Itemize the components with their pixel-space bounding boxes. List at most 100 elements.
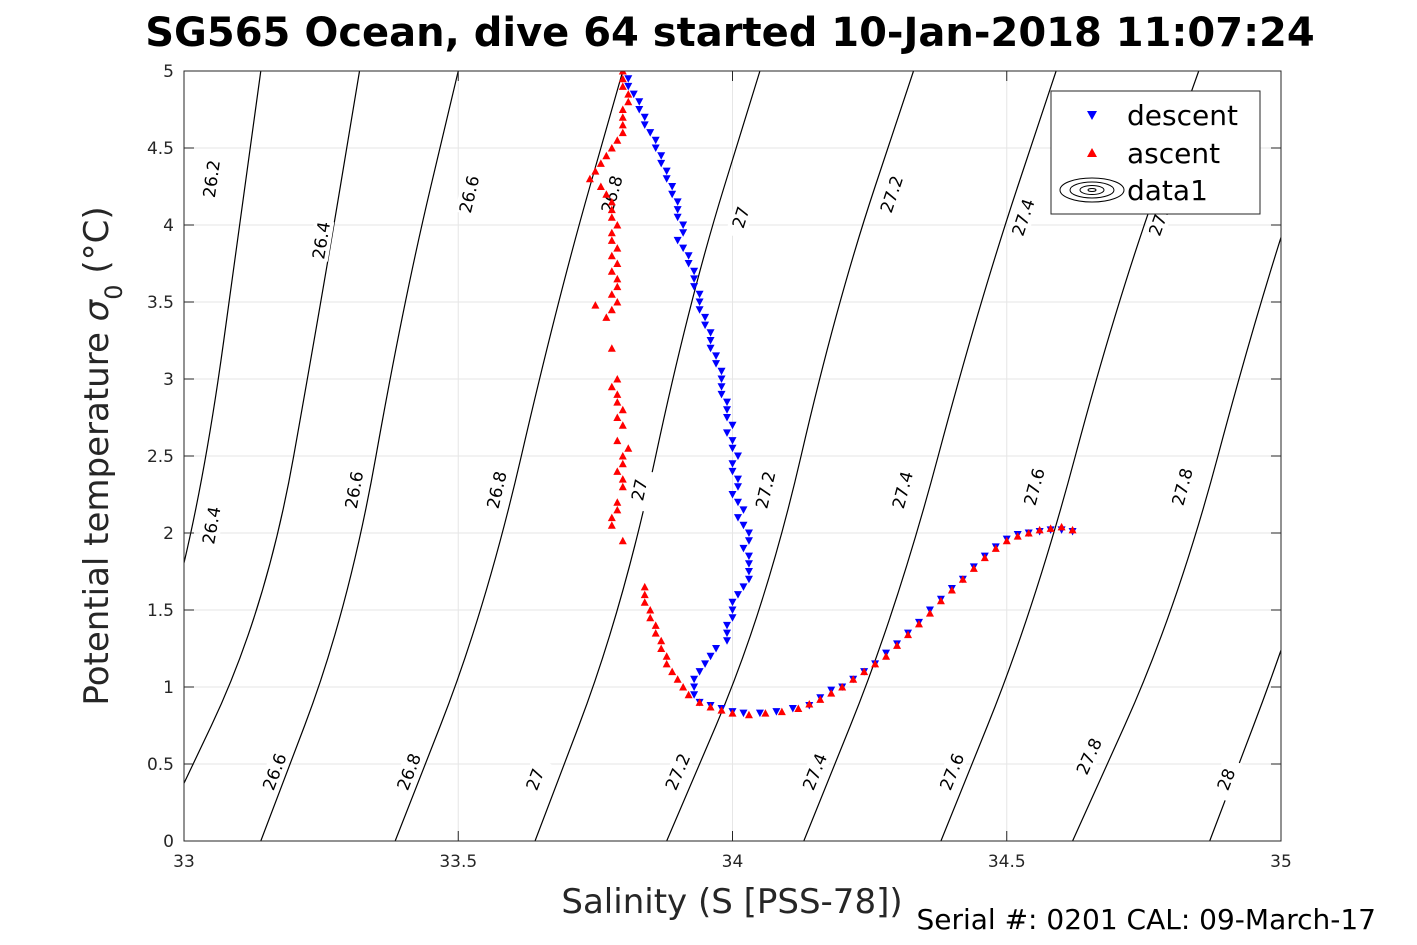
ascent-point: [585, 174, 594, 183]
descent-point: [690, 275, 699, 283]
y-tick-label: 4.5: [147, 139, 174, 159]
ascent-point: [744, 710, 753, 719]
contour-label-bg: [454, 172, 484, 216]
descent-point: [728, 444, 737, 453]
ascent-point: [618, 105, 627, 113]
contour-label-bg: [340, 468, 368, 512]
descent-point: [723, 629, 732, 638]
ascent-point: [607, 344, 616, 352]
serial-calibration-footer: Serial #: 0201 CAL: 09-March-17: [916, 903, 1376, 936]
ascent-point: [613, 413, 622, 421]
ascent-point: [607, 213, 616, 221]
y-tick-label: 0.5: [147, 755, 174, 775]
x-tick-label: 34: [722, 852, 744, 872]
ascent-point: [816, 695, 825, 703]
density-contour-line: [184, 71, 262, 566]
density-contour-line: [940, 71, 1200, 841]
descent-point: [755, 709, 764, 718]
x-tick-label: 33.5: [439, 852, 477, 872]
density-contour-label: 27: [725, 195, 757, 240]
series-ascent: [585, 71, 1077, 719]
descent-point: [635, 106, 644, 114]
y-tick-label: 1: [163, 678, 174, 698]
ascent-point: [651, 629, 660, 637]
ascent-point: [1035, 525, 1044, 534]
descent-point: [723, 621, 732, 630]
ascent-point: [607, 521, 616, 529]
y-axis-label-subscript: 0: [100, 284, 128, 299]
descent-point: [772, 708, 781, 716]
ascent-point: [618, 113, 627, 121]
descent-point: [690, 683, 699, 691]
ascent-point: [646, 613, 655, 622]
contour-label-bg: [392, 749, 426, 794]
descent-point: [706, 329, 715, 337]
ascent-point: [914, 619, 923, 628]
descent-point: [739, 709, 748, 718]
chart-title: SG565 Ocean, dive 64 started 10-Jan-2018…: [145, 10, 1314, 56]
descent-point: [701, 321, 710, 330]
descent-point: [744, 560, 753, 568]
descent-point: [728, 614, 737, 622]
descent-point: [706, 337, 715, 345]
ascent-point: [613, 259, 622, 267]
ascent-point: [657, 636, 666, 645]
descent-point: [733, 514, 742, 522]
descent-point: [712, 360, 721, 368]
x-tick-label: 33: [173, 852, 195, 872]
y-tick-label: 1.5: [147, 601, 174, 621]
contour-label-bg: [198, 157, 225, 200]
ascent-point: [596, 182, 605, 190]
ascent-point: [893, 641, 902, 649]
ascent-point: [613, 244, 622, 252]
ascent-point: [618, 82, 627, 90]
y-axis-label-sigma: σ: [77, 298, 117, 321]
ascent-point: [651, 621, 660, 629]
ascent-point: [607, 513, 616, 522]
ascent-point: [882, 652, 891, 660]
ascent-point: [657, 644, 666, 652]
legend-descent-marker: [1087, 111, 1097, 120]
descent-point: [635, 98, 644, 106]
legend-ascent-marker: [1087, 148, 1097, 157]
ascent-point: [838, 683, 847, 691]
legend-descent-label: descent: [1127, 99, 1238, 132]
descent-point: [662, 175, 671, 183]
y-tick-label: 3.5: [147, 293, 174, 313]
ascent-point: [684, 690, 693, 699]
ascent-point: [607, 228, 616, 237]
descent-point: [695, 306, 704, 314]
ascent-point: [646, 606, 655, 614]
descent-point: [640, 121, 649, 129]
ascent-point: [1002, 536, 1011, 545]
ascent-point: [618, 405, 627, 414]
descent-point: [728, 437, 737, 445]
legend: descent ascent data1: [1050, 90, 1261, 215]
y-axis-label: Potential temperature σ0 (°C): [77, 206, 128, 705]
ascent-point: [613, 221, 622, 229]
ascent-point: [591, 301, 600, 309]
ascent-point: [613, 136, 622, 144]
ascent-point: [602, 151, 611, 160]
ascent-point: [827, 689, 836, 697]
ascent-point: [1046, 524, 1055, 532]
contour-label-bg: [1209, 757, 1243, 802]
contour-label-bg: [596, 172, 627, 217]
descent-point: [744, 529, 753, 537]
descent-point: [728, 606, 737, 614]
legend-data1-label: data1: [1127, 174, 1208, 207]
descent-point: [651, 136, 660, 145]
descent-point: [668, 183, 677, 191]
descent-point: [712, 645, 721, 653]
contour-label-bg: [258, 749, 291, 794]
descent-point: [646, 129, 655, 137]
ascent-point: [607, 236, 616, 244]
descent-point: [673, 213, 682, 222]
ascent-point: [613, 398, 622, 406]
y-tick-label: 2.5: [147, 447, 174, 467]
descent-point: [733, 483, 742, 491]
ascent-point: [618, 475, 627, 483]
descent-point: [733, 498, 742, 507]
ascent-point: [662, 659, 671, 668]
